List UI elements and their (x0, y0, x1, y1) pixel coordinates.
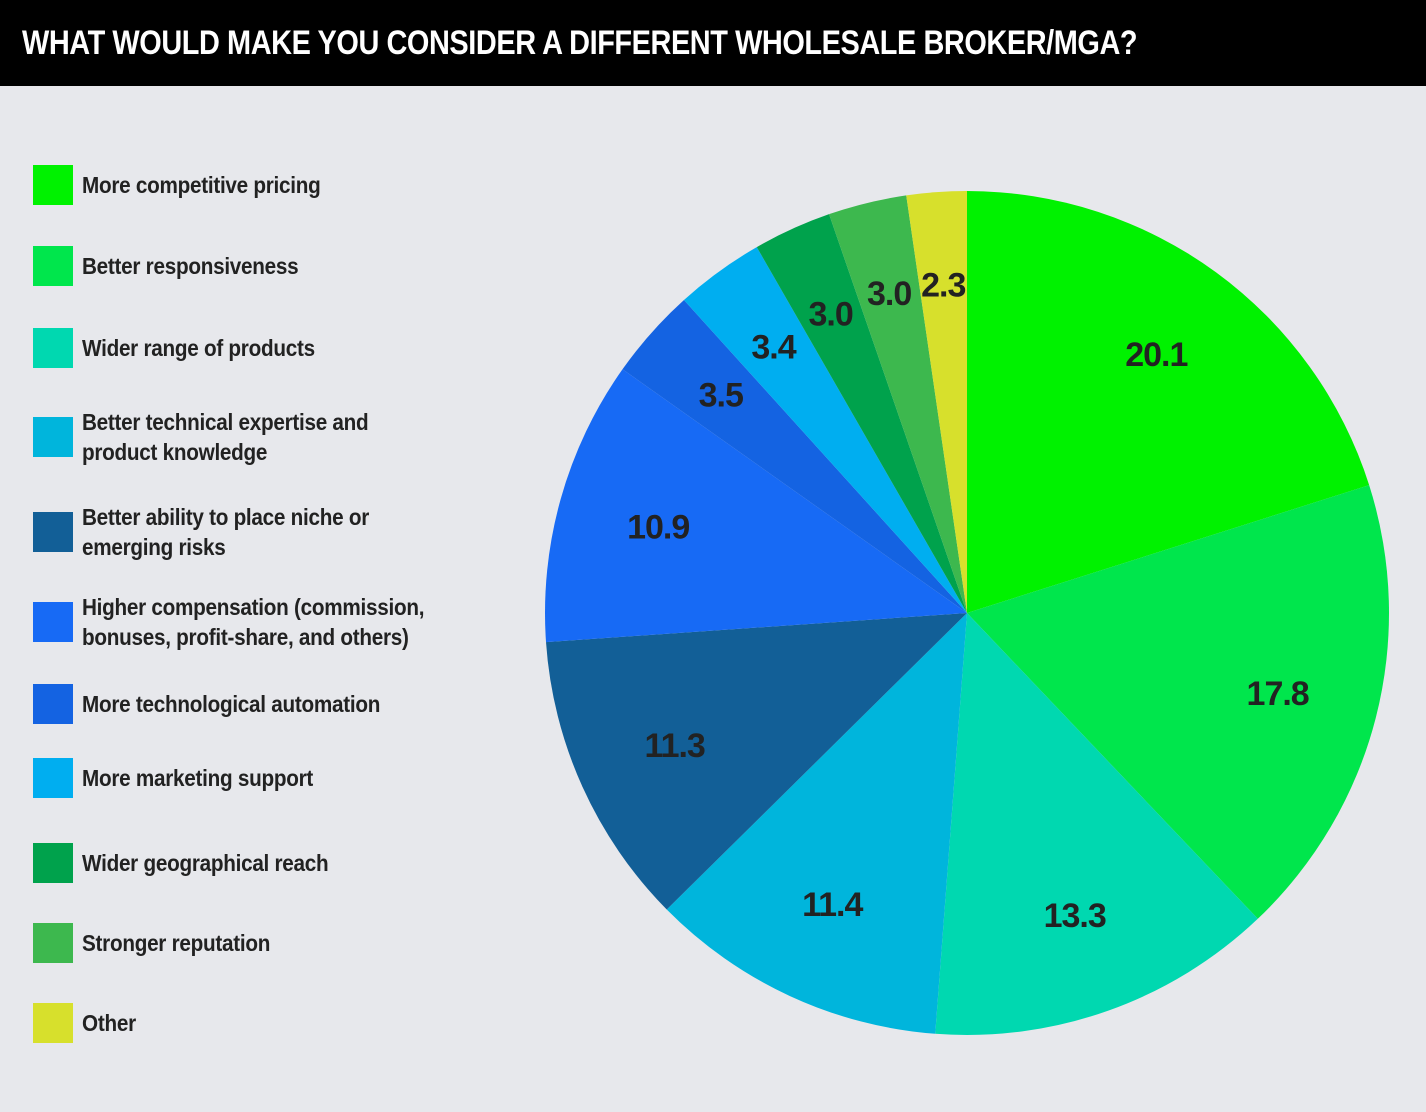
slice-value-label: 20.1 (1125, 336, 1187, 374)
title-bar: WHAT WOULD MAKE YOU CONSIDER A DIFFERENT… (0, 0, 1426, 86)
legend-item: Higher compensation (commission, bonuses… (33, 592, 522, 652)
pie-slice (906, 191, 967, 613)
slice-value-label: 11.4 (802, 886, 863, 924)
legend-label: Better ability to place niche or emergin… (82, 504, 369, 560)
legend-label: Wider range of products (82, 335, 315, 361)
slice-value-label: 11.3 (645, 727, 705, 765)
legend-label: Better technical expertise and product k… (82, 409, 369, 465)
legend-label: Higher compensation (commission, bonuses… (82, 594, 425, 650)
legend-swatch (33, 758, 73, 798)
slice-value-label: 2.3 (921, 267, 965, 305)
legend-label: More competitive pricing (82, 172, 321, 198)
legend-swatch (33, 923, 73, 963)
slice-value-label: 3.4 (751, 329, 796, 367)
slice-value-label: 3.0 (867, 275, 911, 313)
legend-item: More marketing support (33, 758, 522, 798)
legend-swatch (33, 328, 73, 368)
legend-item: Better responsiveness (33, 246, 522, 286)
legend-swatch (33, 417, 73, 457)
slice-value-label: 17.8 (1247, 675, 1309, 713)
legend-label: Other (82, 1010, 136, 1036)
pie-slice (829, 195, 967, 614)
pie-slice (935, 613, 1258, 1035)
legend-item: Better ability to place niche or emergin… (33, 502, 522, 562)
legend-swatch (33, 684, 73, 724)
legend-swatch (33, 1003, 73, 1043)
legend-swatch (33, 843, 73, 883)
chart-title: WHAT WOULD MAKE YOU CONSIDER A DIFFERENT… (22, 23, 1138, 62)
legend-swatch (33, 165, 73, 205)
legend-label: Stronger reputation (82, 930, 271, 956)
pie-slice (666, 613, 967, 1034)
pie-slice (967, 485, 1389, 919)
legend-item: More competitive pricing (33, 165, 522, 205)
legend-item: Wider range of products (33, 328, 522, 368)
pie-slice (622, 299, 967, 613)
slice-value-label: 3.5 (699, 377, 743, 415)
legend-item: Stronger reputation (33, 923, 522, 963)
slice-value-label: 10.9 (627, 508, 689, 546)
pie-slice (756, 214, 967, 613)
legend-item: Other (33, 1003, 522, 1043)
legend-swatch (33, 512, 73, 552)
slice-value-label: 13.3 (1044, 897, 1106, 935)
pie-slice (683, 247, 967, 613)
pie-slice (546, 613, 967, 910)
legend-item: More technological automation (33, 684, 522, 724)
legend-label: More marketing support (82, 765, 313, 791)
pie-slice (545, 369, 967, 643)
chart-legend: More competitive pricing Better responsiv… (33, 0, 513, 1112)
legend-label: Wider geographical reach (82, 850, 329, 876)
legend-swatch (33, 602, 73, 642)
slice-value-label: 3.0 (808, 295, 852, 333)
legend-swatch (33, 246, 73, 286)
legend-label: Better responsiveness (82, 253, 299, 279)
pie-slice (967, 191, 1370, 613)
legend-item: Wider geographical reach (33, 843, 522, 883)
legend-item: Better technical expertise and product k… (33, 407, 522, 467)
legend-label: More technological automation (82, 691, 381, 717)
